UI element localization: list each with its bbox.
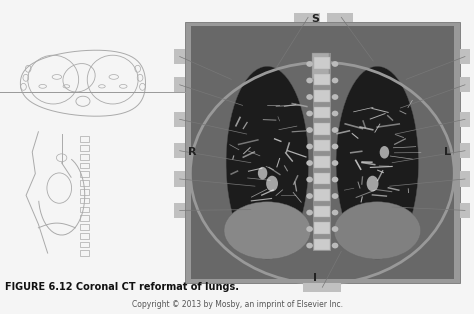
Bar [174,77,185,92]
Bar [174,203,185,218]
Ellipse shape [306,78,313,84]
Bar [185,22,460,283]
Bar [313,53,331,251]
Bar [191,26,454,279]
Bar [80,207,89,212]
Bar [314,57,330,69]
Ellipse shape [332,226,338,232]
Bar [80,233,89,239]
Ellipse shape [332,111,338,116]
Ellipse shape [367,176,378,192]
Text: S: S [311,14,319,24]
Ellipse shape [306,111,313,116]
Bar [80,136,89,142]
Bar [314,74,330,85]
Bar [174,143,185,158]
Text: L: L [445,147,451,157]
Bar [80,163,89,168]
Ellipse shape [306,193,313,199]
Ellipse shape [226,66,309,259]
Ellipse shape [258,167,267,179]
Ellipse shape [306,177,313,182]
Bar [80,250,89,256]
Bar [314,140,330,151]
Bar [314,222,330,234]
Bar [303,283,341,292]
Ellipse shape [306,94,313,100]
Ellipse shape [332,94,338,100]
Bar [80,145,89,151]
Bar [460,49,470,64]
Bar [314,156,330,168]
Ellipse shape [306,61,313,67]
Text: FIGURE 6.12 Coronal CT reformat of lungs.: FIGURE 6.12 Coronal CT reformat of lungs… [5,282,239,292]
Bar [80,189,89,195]
Ellipse shape [306,143,313,149]
Ellipse shape [332,193,338,199]
Ellipse shape [332,160,338,166]
Ellipse shape [306,226,313,232]
Bar [80,180,89,186]
Ellipse shape [380,146,389,159]
Ellipse shape [332,243,338,248]
Bar [174,171,185,187]
Bar [314,107,330,118]
Ellipse shape [332,177,338,182]
Bar [80,154,89,160]
Bar [327,13,353,22]
Bar [314,189,330,201]
Bar [311,53,329,79]
Bar [80,215,89,221]
Ellipse shape [306,243,313,248]
Bar [314,123,330,135]
Ellipse shape [306,160,313,166]
Ellipse shape [266,176,278,192]
Ellipse shape [306,127,313,133]
Bar [174,49,185,64]
Ellipse shape [336,66,419,259]
Text: Copyright © 2013 by Mosby, an imprint of Elsevier Inc.: Copyright © 2013 by Mosby, an imprint of… [131,300,343,309]
Bar [460,112,470,127]
Ellipse shape [332,127,338,133]
Ellipse shape [332,210,338,215]
Bar [80,224,89,230]
Bar [80,171,89,177]
Bar [314,239,330,250]
Ellipse shape [332,143,338,149]
Bar [314,173,330,184]
Bar [314,206,330,217]
Bar [80,198,89,203]
Ellipse shape [332,78,338,84]
Bar [294,13,320,22]
Bar [460,143,470,158]
Bar [460,171,470,187]
Bar [460,77,470,92]
Bar [174,112,185,127]
Bar [460,203,470,218]
Text: R: R [188,147,196,157]
Ellipse shape [306,210,313,215]
Bar [314,90,330,102]
Text: I: I [313,273,317,283]
Ellipse shape [224,202,310,259]
Bar [80,241,89,247]
Ellipse shape [334,202,420,259]
Ellipse shape [332,61,338,67]
